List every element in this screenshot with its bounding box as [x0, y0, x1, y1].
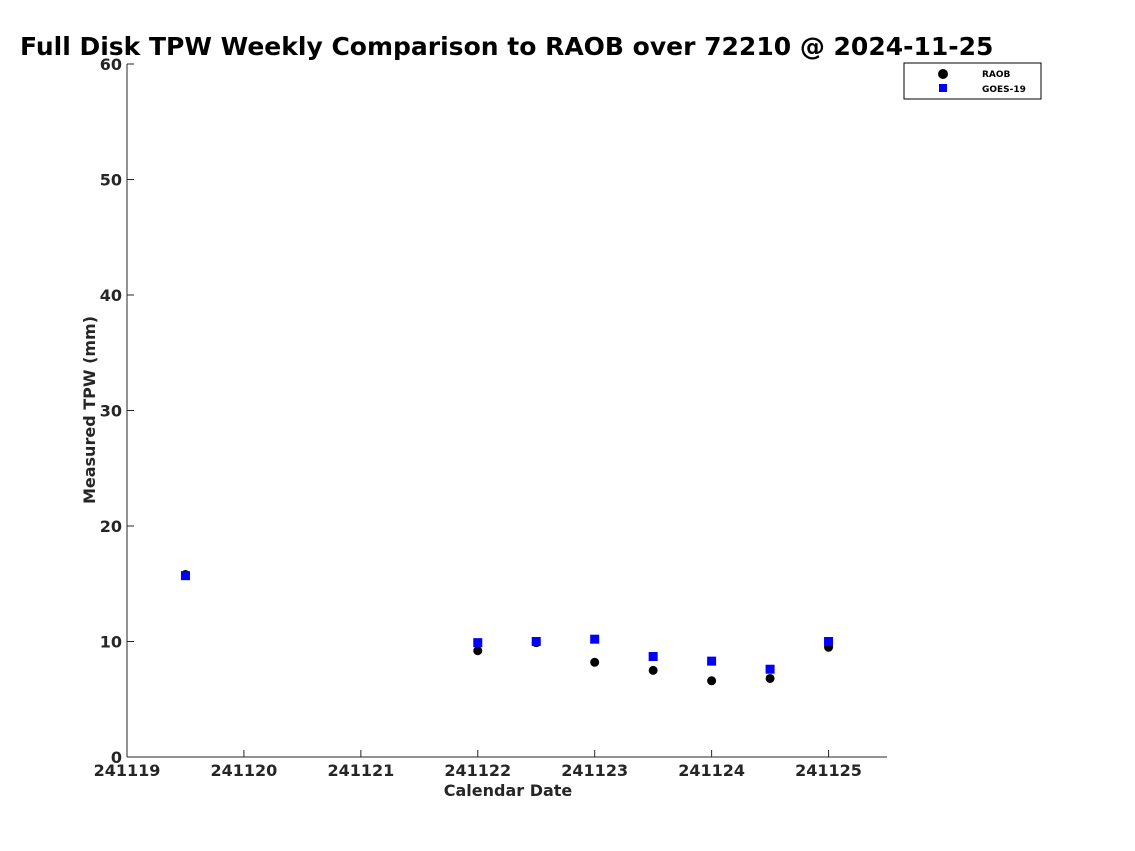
y-axis-label: Measured TPW (mm) — [80, 316, 99, 504]
x-tick-label: 241125 — [795, 761, 862, 780]
legend-marker-goes-19 — [939, 84, 947, 92]
point-goes-19 — [765, 664, 775, 674]
x-tick-label: 241121 — [327, 761, 394, 780]
legend-label-goes-19: GOES-19 — [982, 85, 1026, 95]
x-tick-label: 241119 — [94, 761, 161, 780]
x-tick-label: 241124 — [678, 761, 745, 780]
x-axis-label: Calendar Date — [444, 781, 573, 800]
x-tick-label: 241120 — [211, 761, 278, 780]
point-raob — [765, 673, 775, 683]
point-raob — [648, 665, 658, 675]
y-tick-label: 40 — [100, 286, 122, 305]
point-raob — [707, 676, 717, 686]
y-tick-label: 30 — [100, 402, 122, 421]
chart-title: Full Disk TPW Weekly Comparison to RAOB … — [20, 32, 993, 61]
point-goes-19 — [180, 571, 190, 581]
y-tick-label: 50 — [100, 171, 122, 190]
point-raob — [473, 646, 483, 656]
y-tick-label: 20 — [100, 517, 122, 536]
point-goes-19 — [648, 652, 658, 662]
legend-box — [903, 62, 1042, 100]
plot-points — [180, 570, 834, 686]
point-goes-19 — [590, 634, 600, 644]
y-tick-label: 10 — [100, 633, 122, 652]
y-tick-label: 0 — [111, 748, 122, 767]
x-tick-label: 241123 — [561, 761, 628, 780]
x-tick-label: 241122 — [444, 761, 511, 780]
point-goes-19 — [473, 638, 483, 648]
point-goes-19 — [824, 637, 834, 646]
legend-label-raob: RAOB — [982, 70, 1011, 80]
x-ticks: 241119 241120 241121 241122 241123 241124 2411… — [94, 750, 862, 780]
point-goes-19 — [531, 637, 541, 646]
y-tick-label: 60 — [100, 55, 122, 74]
y-ticks: 0 10 20 30 40 50 60 — [100, 55, 134, 767]
point-goes-19 — [707, 656, 717, 666]
legend: RAOB GOES-19 — [903, 62, 1042, 100]
point-raob — [590, 657, 600, 667]
legend-marker-raob — [938, 69, 948, 79]
